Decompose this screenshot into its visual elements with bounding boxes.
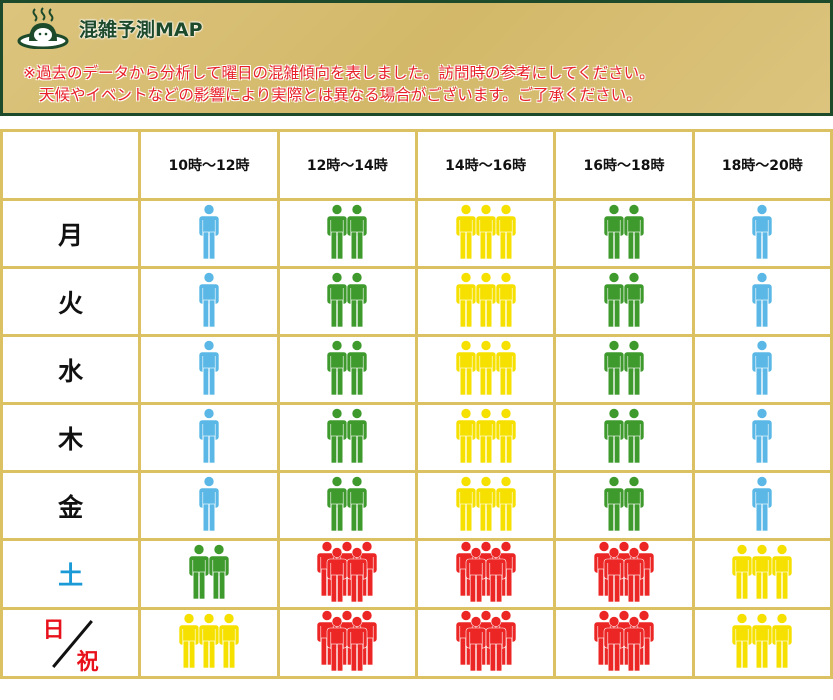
crowd-level-2-icon	[327, 271, 368, 327]
day-row: 月	[0, 198, 833, 269]
day-cell: 金	[0, 470, 142, 541]
congestion-cell	[414, 334, 557, 405]
crowd-level-2-icon	[603, 271, 644, 327]
congestion-cell	[691, 470, 833, 541]
crowd-level-3-icon	[455, 339, 516, 395]
congestion-cell	[138, 198, 280, 269]
crowd-level-3-icon	[455, 203, 516, 259]
day-row: 木	[0, 402, 833, 473]
congestion-cell	[138, 402, 280, 473]
congestion-cell	[414, 266, 557, 337]
congestion-cell	[276, 470, 418, 541]
congestion-cell	[691, 198, 833, 269]
congestion-cell	[276, 334, 418, 405]
crowd-level-3-icon	[178, 613, 239, 669]
crowd-level-1-icon	[752, 407, 773, 463]
crowd-level-3-icon	[732, 544, 793, 600]
day-row: 金	[0, 470, 833, 541]
holiday-label: 祝	[76, 650, 99, 675]
day-row: 火	[0, 266, 833, 337]
day-cell: 月	[0, 198, 142, 269]
congestion-cell	[138, 538, 280, 610]
note-line-1: ※過去のデータから分析して曜日の混雑傾向を表しました。訪問時の参考にしてください…	[23, 64, 655, 82]
congestion-cell	[138, 266, 280, 337]
day-cell: 火	[0, 266, 142, 337]
crowd-level-1-icon	[752, 271, 773, 327]
day-cell: 木	[0, 402, 142, 473]
time-slot-header: 14時～16時	[414, 129, 557, 201]
crowd-level-5-icon	[317, 610, 378, 672]
header-banner: 混雑予測MAP ※過去のデータから分析して曜日の混雑傾向を表しました。訪問時の参…	[0, 0, 833, 116]
corner-cell	[0, 129, 142, 201]
congestion-cell	[553, 470, 695, 541]
congestion-cell	[138, 470, 280, 541]
crowd-level-2-icon	[327, 407, 368, 463]
crowd-level-1-icon	[198, 475, 219, 531]
day-label: 日	[42, 618, 65, 643]
congestion-cell	[691, 538, 833, 610]
congestion-cell	[553, 334, 695, 405]
time-slot-header: 18時～20時	[691, 129, 833, 201]
crowd-level-2-icon	[603, 203, 644, 259]
crowd-level-2-icon	[327, 475, 368, 531]
congestion-cell	[414, 607, 557, 679]
congestion-cell	[691, 607, 833, 679]
crowd-level-2-icon	[603, 475, 644, 531]
crowd-level-1-icon	[198, 203, 219, 259]
time-slot-header: 16時～18時	[553, 129, 695, 201]
crowd-level-1-icon	[198, 271, 219, 327]
congestion-cell	[553, 266, 695, 337]
congestion-cell	[276, 402, 418, 473]
crowd-level-2-icon	[327, 203, 368, 259]
congestion-cell	[691, 266, 833, 337]
day-cell: 日祝	[0, 607, 142, 679]
crowd-level-2-icon	[603, 407, 644, 463]
crowd-level-5-icon	[593, 541, 654, 603]
onsen-mascot-icon	[17, 7, 69, 49]
congestion-cell	[553, 198, 695, 269]
crowd-level-2-icon	[188, 544, 229, 600]
crowd-level-3-icon	[455, 475, 516, 531]
congestion-table: 10時～12時 12時～14時 14時～16時 16時～18時 18時～20時 …	[0, 129, 833, 679]
crowd-level-1-icon	[198, 339, 219, 395]
congestion-cell	[276, 266, 418, 337]
congestion-cell	[138, 607, 280, 679]
time-slot-header: 12時～14時	[276, 129, 418, 201]
crowd-level-3-icon	[455, 407, 516, 463]
crowd-level-1-icon	[752, 203, 773, 259]
crowd-level-5-icon	[455, 541, 516, 603]
crowd-level-3-icon	[455, 271, 516, 327]
crowd-level-1-icon	[752, 339, 773, 395]
crowd-level-1-icon	[198, 407, 219, 463]
crowd-level-1-icon	[752, 475, 773, 531]
congestion-cell	[553, 607, 695, 679]
congestion-cell	[276, 538, 418, 610]
congestion-cell	[276, 607, 418, 679]
day-row: 土	[0, 538, 833, 610]
note-line-2: 天候やイベントなどの影響により実際とは異なる場合がございます。ご了承ください。	[39, 86, 642, 104]
congestion-cell	[414, 402, 557, 473]
time-slot-header: 10時～12時	[138, 129, 280, 201]
congestion-cell	[691, 402, 833, 473]
congestion-cell	[276, 198, 418, 269]
crowd-level-5-icon	[593, 610, 654, 672]
congestion-cell	[414, 470, 557, 541]
day-row: 日祝	[0, 607, 833, 679]
crowd-level-2-icon	[327, 339, 368, 395]
crowd-level-2-icon	[603, 339, 644, 395]
congestion-cell	[553, 402, 695, 473]
page-title: 混雑予測MAP	[79, 19, 203, 41]
congestion-cell	[138, 334, 280, 405]
congestion-cell	[414, 538, 557, 610]
congestion-cell	[691, 334, 833, 405]
congestion-cell	[414, 198, 557, 269]
crowd-level-5-icon	[455, 610, 516, 672]
day-cell: 水	[0, 334, 142, 405]
crowd-level-5-icon	[317, 541, 378, 603]
crowd-level-3-icon	[732, 613, 793, 669]
table-header-row: 10時～12時 12時～14時 14時～16時 16時～18時 18時～20時	[0, 129, 833, 201]
day-cell: 土	[0, 538, 142, 610]
congestion-cell	[553, 538, 695, 610]
day-row: 水	[0, 334, 833, 405]
